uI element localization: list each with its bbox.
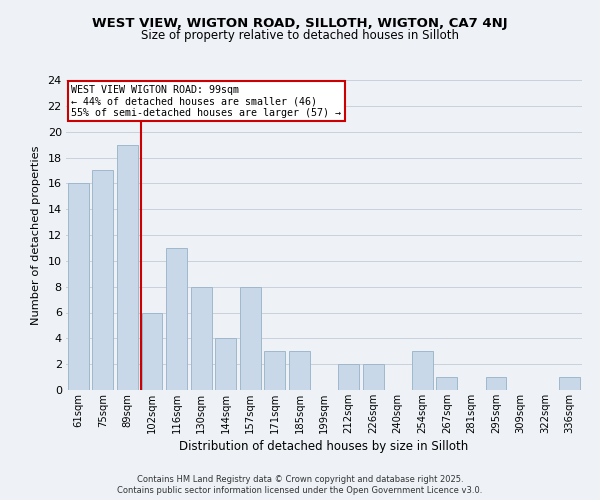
Bar [215, 338, 236, 390]
Bar [240, 286, 261, 390]
Text: WEST VIEW, WIGTON ROAD, SILLOTH, WIGTON, CA7 4NJ: WEST VIEW, WIGTON ROAD, SILLOTH, WIGTON,… [92, 18, 508, 30]
Bar [92, 170, 113, 390]
Text: Contains HM Land Registry data © Crown copyright and database right 2025.: Contains HM Land Registry data © Crown c… [137, 475, 463, 484]
Bar [191, 286, 212, 390]
Bar [559, 377, 580, 390]
Bar [68, 184, 89, 390]
Bar [265, 351, 286, 390]
Text: Size of property relative to detached houses in Silloth: Size of property relative to detached ho… [141, 29, 459, 42]
Text: WEST VIEW WIGTON ROAD: 99sqm
← 44% of detached houses are smaller (46)
55% of se: WEST VIEW WIGTON ROAD: 99sqm ← 44% of de… [71, 84, 341, 118]
Bar [485, 377, 506, 390]
Bar [142, 312, 163, 390]
X-axis label: Distribution of detached houses by size in Silloth: Distribution of detached houses by size … [179, 440, 469, 453]
Bar [166, 248, 187, 390]
Bar [289, 351, 310, 390]
Bar [412, 351, 433, 390]
Bar [362, 364, 383, 390]
Bar [338, 364, 359, 390]
Text: Contains public sector information licensed under the Open Government Licence v3: Contains public sector information licen… [118, 486, 482, 495]
Bar [436, 377, 457, 390]
Y-axis label: Number of detached properties: Number of detached properties [31, 145, 41, 325]
Bar [117, 144, 138, 390]
